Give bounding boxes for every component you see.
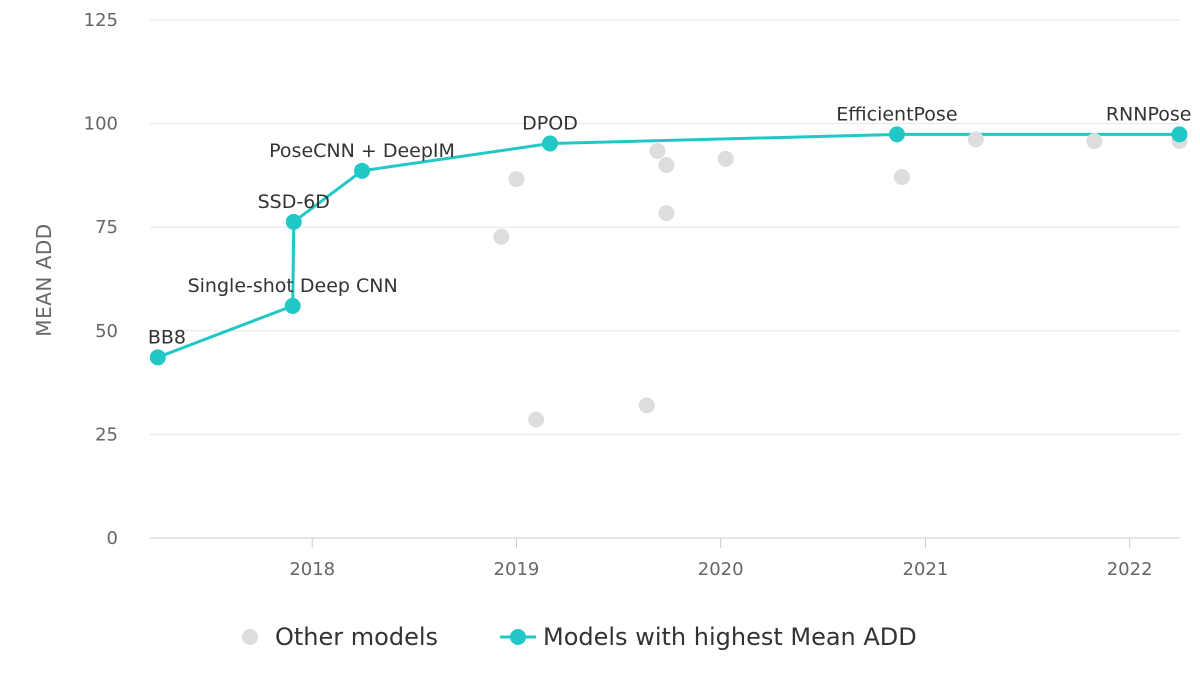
highest-model-point[interactable] (888, 126, 905, 143)
legend-item-other-models[interactable]: Other models (242, 623, 438, 651)
point-label: DPOD (522, 112, 578, 134)
other-model-point[interactable] (717, 150, 734, 167)
highest-model-point[interactable] (284, 297, 301, 314)
y-tick-label: 25 (95, 424, 118, 445)
grid-layer (150, 19, 1180, 539)
highest-model-point[interactable] (149, 349, 166, 366)
x-tick-label: 2021 (903, 559, 949, 580)
x-tick-label: 2019 (494, 559, 540, 580)
legend: Other models Models with highest Mean AD… (242, 623, 917, 651)
y-tick-label: 125 (84, 10, 118, 31)
label-layer: BB8 Single-shot Deep CNN SSD-6D PoseCNN + D… (148, 103, 1192, 348)
legend-marker-highest-models (510, 629, 526, 645)
point-label: SSD-6D (258, 191, 330, 213)
highest-model-point[interactable] (1171, 126, 1188, 143)
legend-marker-other-models (242, 629, 258, 645)
point-label: Single-shot Deep CNN (188, 275, 398, 297)
legend-item-highest-models[interactable]: Models with highest Mean ADD (500, 623, 917, 651)
highest-model-point[interactable] (285, 213, 302, 230)
highest-model-point[interactable] (354, 162, 371, 179)
y-tick-label: 100 (84, 114, 118, 135)
other-model-point[interactable] (508, 171, 525, 188)
y-tick-label: 50 (95, 321, 118, 342)
point-label: EfficientPose (836, 103, 957, 125)
point-label: BB8 (148, 326, 186, 348)
y-tick-label: 0 (107, 528, 118, 549)
point-label: PoseCNN + DeepIM (269, 140, 455, 162)
other-model-point[interactable] (658, 205, 675, 222)
x-tick-label: 2020 (698, 559, 744, 580)
other-model-point[interactable] (528, 411, 545, 428)
other-model-point[interactable] (1086, 133, 1103, 150)
other-model-point[interactable] (649, 142, 666, 159)
y-tick-label: 75 (95, 217, 118, 238)
other-model-point[interactable] (493, 228, 510, 245)
other-model-point[interactable] (658, 157, 675, 174)
point-label: RNNPose (1106, 103, 1192, 125)
other-model-point[interactable] (967, 131, 984, 148)
legend-label-highest-models: Models with highest Mean ADD (543, 623, 917, 651)
other-model-point[interactable] (638, 397, 655, 414)
point-layer (149, 126, 1188, 428)
y-axis-title: MEAN ADD (32, 223, 56, 336)
legend-label-other-models: Other models (275, 623, 438, 651)
axis-layer: MEAN ADD 0 25 50 75 100 125 2018 2019 2020 2021 20… (32, 10, 1153, 580)
other-model-point[interactable] (893, 169, 910, 186)
x-tick-label: 2018 (289, 559, 335, 580)
highest-model-point[interactable] (542, 135, 559, 152)
x-tick-label: 2022 (1107, 559, 1153, 580)
